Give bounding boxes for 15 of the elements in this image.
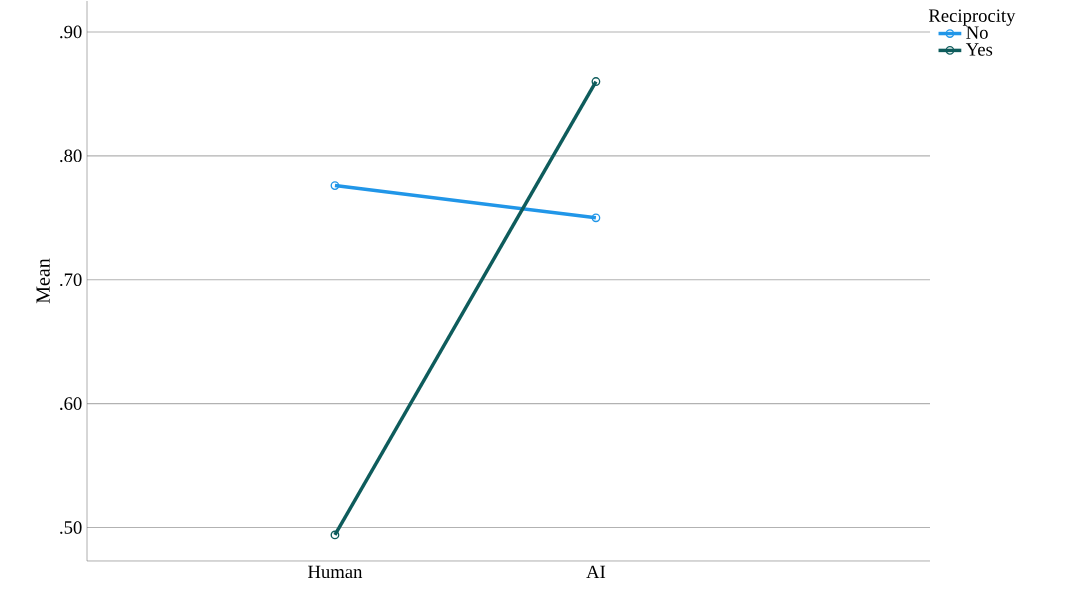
legend-label: No [966, 26, 988, 39]
point [591, 77, 601, 86]
y-tick-label: .80 [60, 149, 82, 163]
point [591, 213, 601, 223]
y-tick-label: .70 [60, 273, 82, 287]
y-tick-label: .90 [60, 25, 82, 39]
y-axis-title: Mean [36, 258, 50, 304]
y-tick-label: .50 [60, 521, 82, 534]
legend-title: Reciprocity [928, 9, 1016, 26]
point [330, 530, 340, 540]
legend-label: Yes [965, 43, 993, 56]
point [330, 181, 340, 190]
x-tick-label: Human [308, 565, 363, 579]
x-tick-label: AI [586, 565, 606, 579]
y-tick-label: .60 [60, 397, 82, 410]
